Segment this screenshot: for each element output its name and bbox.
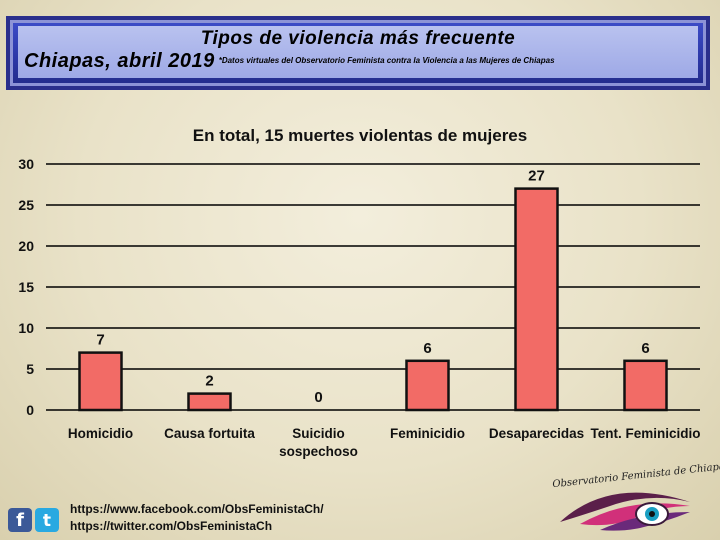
header-inner: Tipos de violencia más frecuente Chiapas… (18, 26, 698, 78)
x-tick-label: Desaparecidas (489, 426, 584, 441)
y-tick-label: 25 (18, 197, 34, 213)
x-tick-label: Suicidio (292, 426, 345, 441)
bar (187, 392, 232, 412)
x-tick-label: Feminicidio (390, 426, 465, 441)
data-label: 27 (528, 168, 545, 185)
y-tick-label: 0 (26, 402, 34, 418)
bar (514, 187, 559, 412)
header-banner: Tipos de violencia más frecuente Chiapas… (6, 16, 710, 90)
bar (405, 359, 450, 412)
chart-title: En total, 15 muertes violentas de mujere… (192, 126, 528, 145)
twitter-link[interactable]: https://twitter.com/ObsFeministaCh (70, 519, 273, 533)
data-label: 2 (205, 373, 213, 390)
x-tick-label: Homicidio (68, 426, 133, 441)
data-label: 6 (423, 340, 431, 357)
x-tick-label: Causa fortuita (164, 426, 255, 441)
y-tick-label: 20 (18, 238, 34, 254)
subtitle-text: Chiapas, abril 2019 (24, 50, 215, 72)
data-label: 7 (96, 332, 104, 349)
facebook-icon[interactable]: f (8, 508, 32, 532)
y-tick-label: 15 (18, 279, 34, 295)
data-label: 0 (314, 389, 322, 406)
x-tick-label: sospechoso (279, 444, 358, 459)
twitter-icon[interactable]: t (35, 508, 59, 532)
page-subtitle: Chiapas, abril 2019 *Datos virtuales del … (24, 50, 555, 73)
bar (78, 351, 123, 412)
facebook-link[interactable]: https://www.facebook.com/ObsFeministaCh/ (70, 502, 324, 516)
observatory-logo-icon (560, 492, 690, 531)
social-links: https://www.facebook.com/ObsFeministaCh/… (70, 501, 324, 535)
x-tick-label: Tent. Feminicidio (590, 426, 700, 441)
source-note: *Datos virtuales del Observatorio Femini… (218, 56, 555, 65)
y-tick-label: 10 (18, 320, 34, 336)
data-label: 6 (641, 340, 649, 357)
bar-chart: 0 5 10 15 20 25 30 7 Homicidio 2 Causa fortuita 0 Su… (18, 156, 700, 459)
y-tick-label: 30 (18, 156, 34, 172)
y-tick-label: 5 (26, 361, 34, 377)
social-icons: f t (8, 508, 60, 534)
bar (623, 359, 668, 412)
page-title: Tipos de violencia más frecuente (200, 28, 516, 49)
